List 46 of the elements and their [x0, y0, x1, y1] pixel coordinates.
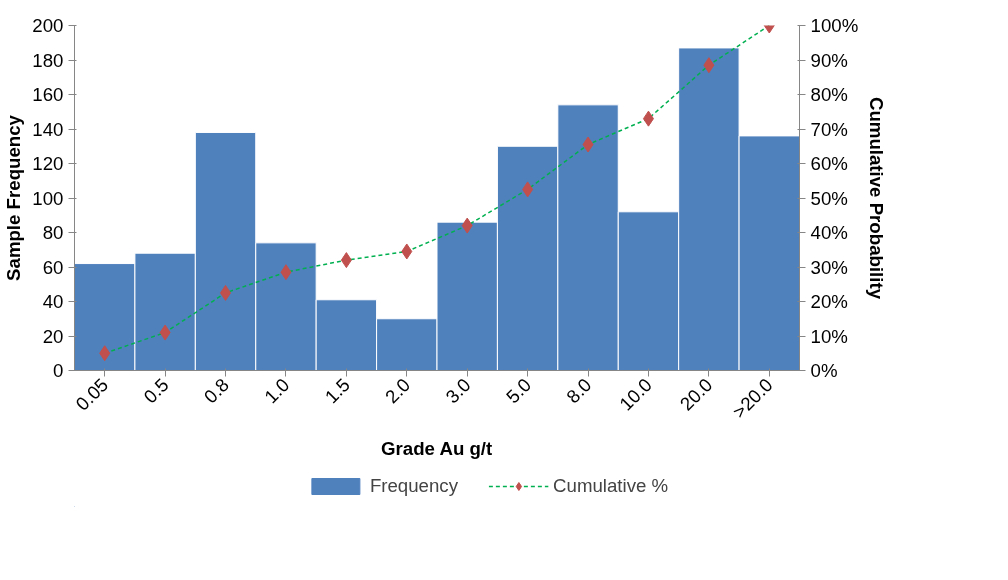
- y2-tick-label: 90%: [810, 49, 848, 71]
- y2-tick-label: 10%: [810, 325, 848, 347]
- y-tick-label: 160: [32, 84, 64, 105]
- y2-tick-label: 60%: [810, 153, 848, 174]
- point: [703, 57, 715, 74]
- point: [220, 284, 232, 301]
- y-tick-label: 120: [32, 153, 64, 174]
- y-tick-label: 40: [42, 291, 64, 312]
- x-tick-label: 0.5: [139, 374, 173, 408]
- y2-tick-label: 20%: [810, 291, 848, 312]
- y-tick-label: 60: [42, 256, 64, 278]
- x-tick-label: 1.0: [260, 374, 294, 408]
- point: [522, 181, 534, 198]
- y-tick-label: 200: [32, 15, 64, 36]
- point: [401, 243, 413, 260]
- y2-axis-title: Cumulative Probability: [866, 96, 888, 300]
- y2-tick-label: 0%: [810, 360, 838, 381]
- y-tick-label: 100: [32, 187, 64, 209]
- y-tick-label: 140: [32, 118, 64, 140]
- y-tick-label: 20: [42, 325, 64, 347]
- x-tick-label: 3.0: [441, 374, 475, 408]
- y2-tick-label: 30%: [810, 256, 848, 278]
- y-tick-label: 80: [42, 222, 64, 243]
- point: [582, 136, 594, 153]
- point: [99, 345, 111, 362]
- y2-tick-label: 100%: [810, 15, 859, 36]
- legend-label: Frequency: [369, 475, 459, 497]
- x-tick-label: 0.8: [199, 374, 233, 408]
- y-tick-label: 180: [32, 49, 64, 71]
- y2-tick-label: 50%: [810, 187, 848, 209]
- legend-label: Cumulative %: [553, 475, 669, 497]
- y-tick-label: 0: [53, 360, 64, 381]
- x-tick-label: 8.0: [562, 374, 596, 408]
- point: [461, 217, 473, 234]
- y-axis-title: Sample Frequency: [3, 114, 25, 281]
- x-tick-label: 5.0: [501, 374, 536, 408]
- point: [340, 252, 352, 269]
- x-axis-title: Grade Au g/t: [381, 437, 493, 459]
- point: [159, 324, 171, 341]
- point: [280, 264, 292, 281]
- y2-tick-label: 80%: [810, 84, 848, 105]
- y2-tick-label: 40%: [810, 222, 848, 243]
- point: [642, 110, 654, 127]
- y2-tick-label: 70%: [810, 118, 848, 140]
- x-tick-label: 1.5: [320, 374, 354, 408]
- x-tick-label: 2.0: [381, 374, 415, 408]
